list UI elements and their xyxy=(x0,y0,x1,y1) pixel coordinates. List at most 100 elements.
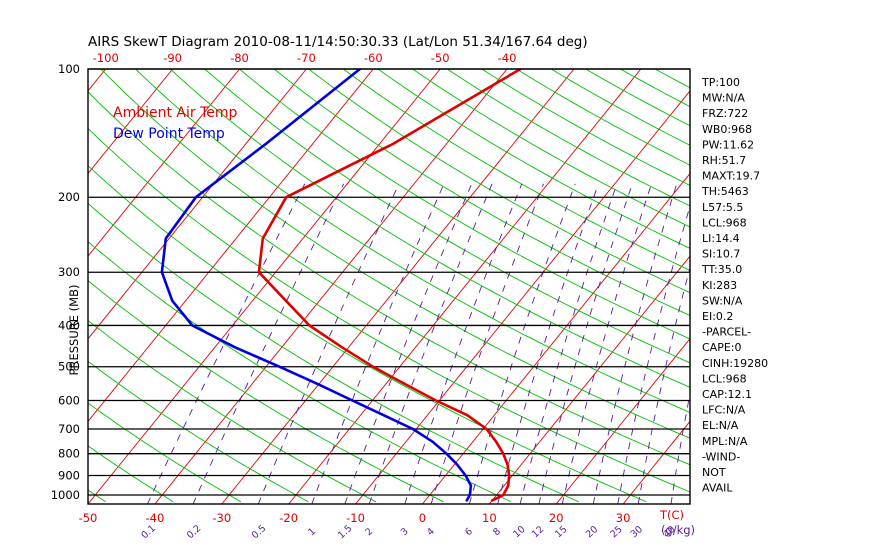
temp-tick-label-top: -40 xyxy=(498,51,517,65)
parameter-line: SI:10.7 xyxy=(702,248,740,261)
dry-adiabat-line xyxy=(88,319,377,503)
dry-adiabat-line xyxy=(412,69,690,228)
isotherm-line xyxy=(622,420,690,504)
dry-adiabat-line xyxy=(308,69,690,294)
dry-adiabat-line xyxy=(239,69,690,340)
mixing-ratio-line xyxy=(519,183,618,504)
parameter-line: -WIND- xyxy=(702,450,740,463)
parameter-line: TH:5463 xyxy=(701,185,749,198)
temp-tick-label: -40 xyxy=(145,511,164,525)
pressure-tick-label: 100 xyxy=(58,62,80,76)
temp-tick-label: -30 xyxy=(212,511,231,525)
sounding-curve xyxy=(257,69,522,502)
mixing-ratio-unit-label: (g/kg) xyxy=(661,523,695,537)
parameter-line: MW:N/A xyxy=(702,92,745,105)
sounding-curve xyxy=(160,69,473,502)
temp-tick-label: 10 xyxy=(482,511,497,525)
dry-adiabat-line xyxy=(88,202,579,503)
parameter-line: CAP:12.1 xyxy=(702,388,752,401)
dry-adiabat-line xyxy=(169,69,690,388)
parameter-line: MPL:N/A xyxy=(702,435,748,448)
parameter-line: AVAIL xyxy=(702,482,733,495)
dry-adiabat-line xyxy=(88,360,309,503)
mixing-ratio-tick-label: 6 xyxy=(463,526,475,538)
temp-tick-label-top: -80 xyxy=(230,51,249,65)
temp-tick-label-top: -90 xyxy=(163,51,182,65)
pressure-tick-label: 300 xyxy=(58,265,80,279)
sounding-curves xyxy=(160,69,522,502)
isotherm-line xyxy=(221,69,575,504)
parameter-line: TP:100 xyxy=(701,76,740,89)
mixing-ratio-line xyxy=(637,265,690,504)
temp-tick-label: -50 xyxy=(79,511,98,525)
temp-tick-label: 0 xyxy=(419,511,426,525)
parameter-line: FRZ:722 xyxy=(702,107,748,120)
isotherm-line xyxy=(88,69,173,175)
top-temperature-axis: -100 -90 -80 -70 -60 -50 -40 xyxy=(93,51,517,65)
mixing-ratio-line xyxy=(430,183,544,504)
mixing-ratio-line xyxy=(257,183,400,504)
dry-adiabat-line xyxy=(100,69,690,439)
parameter-line: L57:5.5 xyxy=(702,201,743,214)
legend-dew-point-temp: Dew Point Temp xyxy=(113,126,225,142)
pressure-tick-label: 900 xyxy=(58,468,80,482)
temp-tick-label-top: -60 xyxy=(364,51,383,65)
isotherm-line xyxy=(555,338,690,504)
temp-tick-label: -20 xyxy=(279,511,298,525)
pressure-axis-title: PRESSURE (MB) xyxy=(67,285,81,376)
mixing-ratio-line xyxy=(538,183,633,504)
parameter-line: LCL:968 xyxy=(702,372,747,385)
dry-adiabat-line xyxy=(550,69,690,146)
isotherm-line xyxy=(288,69,642,504)
parameter-line: SW:N/A xyxy=(702,294,743,307)
mixing-ratio-line xyxy=(468,183,576,504)
parameter-line: PW:11.62 xyxy=(702,138,754,151)
pressure-tick-label: 200 xyxy=(58,190,80,204)
dry-adiabat-line xyxy=(135,69,690,414)
pressure-axis-labels: 100 200 300 400 500 600 700 800 900 1000 xyxy=(51,62,80,502)
isotherm-line xyxy=(88,69,307,340)
isotherm-line xyxy=(88,69,374,423)
mixing-ratio-line xyxy=(617,204,690,504)
bottom-temperature-axis: -50 -40 -30 -20 -10 0 10 20 30 xyxy=(79,511,631,525)
parameter-line: CINH:19280 xyxy=(702,357,768,370)
mixing-ratio-line xyxy=(670,391,690,504)
mixing-ratio-tick-label: 8 xyxy=(491,526,503,538)
temp-tick-label: 20 xyxy=(549,511,564,525)
isotherm-line xyxy=(88,69,240,257)
pressure-tick-label: 400 xyxy=(58,318,80,332)
dry-adiabat-line xyxy=(343,69,690,271)
pressure-tick-label: 500 xyxy=(58,360,80,374)
parameter-line: TT:35.0 xyxy=(701,263,742,276)
mixing-ratio-tick-label: 3 xyxy=(399,526,411,538)
parameter-line: MAXT:19.7 xyxy=(702,170,760,183)
temp-tick-label-top: -100 xyxy=(93,51,119,65)
isotherm-line xyxy=(88,69,441,504)
pressure-tick-label: 600 xyxy=(58,393,80,407)
parameter-line: CAPE:0 xyxy=(702,341,742,354)
parameter-line: KI:283 xyxy=(702,279,737,292)
mixing-ratio-line xyxy=(561,183,652,504)
parameter-line: LI:14.4 xyxy=(702,232,740,245)
dry-adiabat-line xyxy=(88,127,690,493)
mixing-ratio-tick-label: 1 xyxy=(306,526,318,538)
background-gridlines xyxy=(88,69,690,504)
dry-adiabat-line xyxy=(88,280,444,503)
parameter-line: WB0:968 xyxy=(702,123,752,136)
parameter-line: RH:51.7 xyxy=(702,154,746,167)
parameter-list: TP:100 MW:N/A FRZ:722 WB0:968 PW:11.62 RH:51.… xyxy=(701,76,768,495)
mixing-ratio-line xyxy=(497,183,599,504)
parameter-line: EL:N/A xyxy=(702,419,739,432)
mixing-ratio-axis: 0.1 0.2 0.5 1 1.5 2 3 4 6 8 10 12 15 20 25 30 40 xyxy=(139,523,677,541)
parameter-line: NOT xyxy=(702,466,726,479)
parameter-line: LCL:968 xyxy=(702,216,747,229)
temp-tick-label: 30 xyxy=(616,511,631,525)
mixing-ratio-line xyxy=(368,183,493,504)
dry-adiabat-line xyxy=(446,69,690,207)
mixing-ratio-line xyxy=(592,183,678,504)
mixing-ratio-tick-label: 2 xyxy=(363,526,375,538)
parameter-line: -PARCEL- xyxy=(702,326,751,339)
